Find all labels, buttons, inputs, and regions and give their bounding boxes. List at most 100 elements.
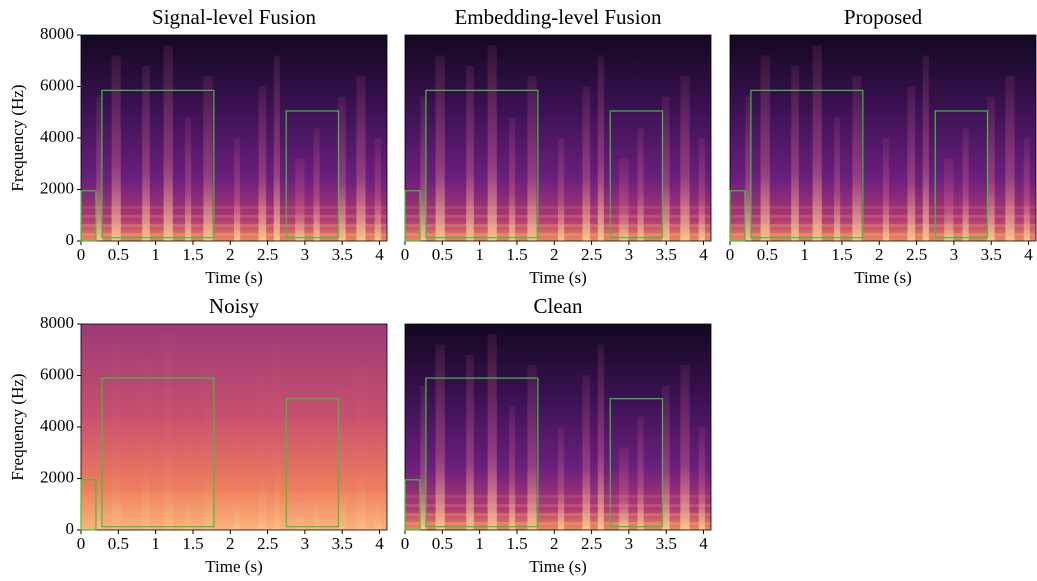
- x-tick-label: 1: [475, 534, 484, 553]
- x-tick-label: 1.5: [182, 245, 203, 264]
- spectrogram-streak: [619, 158, 629, 241]
- spectrogram-streak: [313, 127, 320, 241]
- x-tick-label: 2: [226, 534, 235, 553]
- spectrogram-streak: [637, 127, 644, 241]
- spectrogram-streak: [142, 354, 150, 530]
- spectrogram-streak: [907, 86, 916, 241]
- x-tick-label: 3.5: [332, 245, 353, 264]
- x-tick-label: 2.5: [257, 245, 278, 264]
- spectrogram-streak: [883, 138, 890, 241]
- x-tick-label: 0: [401, 534, 410, 553]
- spectrogram-streak: [96, 385, 103, 530]
- panel-title: Signal-level Fusion: [152, 5, 316, 29]
- harmonic-band: [81, 233, 387, 236]
- spectrogram-streak: [258, 375, 267, 530]
- spectrogram-streak: [637, 416, 644, 530]
- y-tick-label: 0: [66, 230, 75, 249]
- spectrogram-streak: [374, 427, 381, 530]
- x-tick-label: 0.5: [432, 534, 453, 553]
- panel-title: Clean: [534, 294, 583, 318]
- spectrogram-streak: [487, 45, 497, 241]
- x-axis-label: Time (s): [205, 557, 262, 576]
- x-tick-label: 3: [301, 534, 310, 553]
- x-tick-label: 1: [475, 245, 484, 264]
- panel: Proposed Time (s) 0 0.5 1 1.5 2 2.5 3 3.5 4: [726, 5, 1037, 287]
- spectrogram-streak: [812, 45, 822, 241]
- spectrogram-streak: [745, 96, 752, 241]
- spectrogram-streak: [760, 55, 770, 241]
- highlight-box: [729, 190, 746, 242]
- highlight-box: [609, 110, 664, 239]
- x-tick-label: 1: [151, 534, 160, 553]
- spectrogram-streak: [234, 427, 241, 530]
- spectrogram-streak: [111, 344, 121, 530]
- spectrogram-streak: [185, 406, 192, 530]
- spectrogram-streak: [96, 96, 103, 241]
- panel-title: Proposed: [844, 5, 923, 29]
- spectrogram-streak: [185, 117, 192, 241]
- highlight-box: [101, 377, 215, 528]
- x-tick-label: 1.5: [506, 245, 527, 264]
- spectrogram-streak: [834, 117, 841, 241]
- spectrogram-streak: [203, 76, 213, 241]
- x-tick-label: 0: [726, 245, 735, 264]
- y-tick-label: 6000: [40, 75, 74, 94]
- x-tick-label: 0.5: [432, 245, 453, 264]
- x-tick-label: 4: [699, 534, 708, 553]
- y-tick-label: 8000: [40, 24, 74, 43]
- spectrogram-streak: [698, 138, 705, 241]
- spectrogram-streak: [527, 365, 537, 530]
- spectrogram-streak: [163, 45, 173, 241]
- harmonic-band: [405, 513, 711, 516]
- spectrogram-streak: [338, 96, 346, 241]
- harmonic-band: [405, 522, 711, 525]
- highlight-box: [80, 190, 97, 242]
- highlight-box: [80, 479, 97, 531]
- spectrogram-streak: [273, 344, 280, 530]
- harmonic-band: [405, 215, 711, 218]
- panel: Signal-level Fusion Time (s) Frequency (Hz…: [8, 5, 388, 287]
- harmonic-band: [405, 495, 711, 498]
- harmonic-band: [405, 206, 711, 209]
- spectrogram-streak: [852, 76, 862, 241]
- x-tick-label: 1: [800, 245, 809, 264]
- harmonic-band: [81, 522, 387, 525]
- spectrogram-streak: [1005, 76, 1015, 241]
- y-tick-label: 8000: [40, 313, 74, 332]
- plot-frame: [729, 34, 1037, 242]
- y-tick-label: 4000: [40, 416, 74, 435]
- spectrogram-streak: [582, 86, 591, 241]
- highlight-box: [404, 190, 421, 242]
- spectrogram-streak: [944, 158, 954, 241]
- x-axis-label: Time (s): [854, 268, 911, 287]
- spectrogram-streak: [203, 365, 213, 530]
- x-tick-label: 3: [625, 245, 634, 264]
- harmonic-band: [81, 504, 387, 507]
- x-axis-label: Time (s): [529, 268, 586, 287]
- x-tick-label: 1.5: [182, 534, 203, 553]
- x-tick-label: 0: [77, 534, 86, 553]
- x-tick-label: 2: [550, 534, 559, 553]
- spectrogram-streak: [163, 334, 173, 530]
- harmonic-band: [405, 224, 711, 227]
- highlight-box: [101, 89, 215, 239]
- x-tick-label: 1.5: [831, 245, 852, 264]
- highlight-box: [425, 89, 539, 239]
- spectrogram-streak: [420, 385, 427, 530]
- spectrogram-streak: [374, 138, 381, 241]
- spectrogram-streak: [987, 96, 995, 241]
- harmonic-band: [81, 224, 387, 227]
- y-tick-label: 4000: [40, 127, 74, 146]
- harmonic-band: [405, 504, 711, 507]
- spectrogram-streak: [582, 375, 591, 530]
- x-tick-label: 3.5: [981, 245, 1002, 264]
- spectrogram-streak: [558, 427, 565, 530]
- spectrogram-streak: [509, 117, 516, 241]
- panel: Embedding-level Fusion Time (s) 0 0.5 1 1.5 2 2…: [401, 5, 712, 287]
- spectrogram-streak: [1023, 138, 1030, 241]
- spectrogram-streak: [234, 138, 241, 241]
- panel: Noisy Time (s) Frequency (Hz) 0 0.5 1 1.5 2 2.5 3…: [8, 294, 388, 576]
- x-tick-label: 0: [401, 245, 410, 264]
- x-tick-label: 1.5: [506, 534, 527, 553]
